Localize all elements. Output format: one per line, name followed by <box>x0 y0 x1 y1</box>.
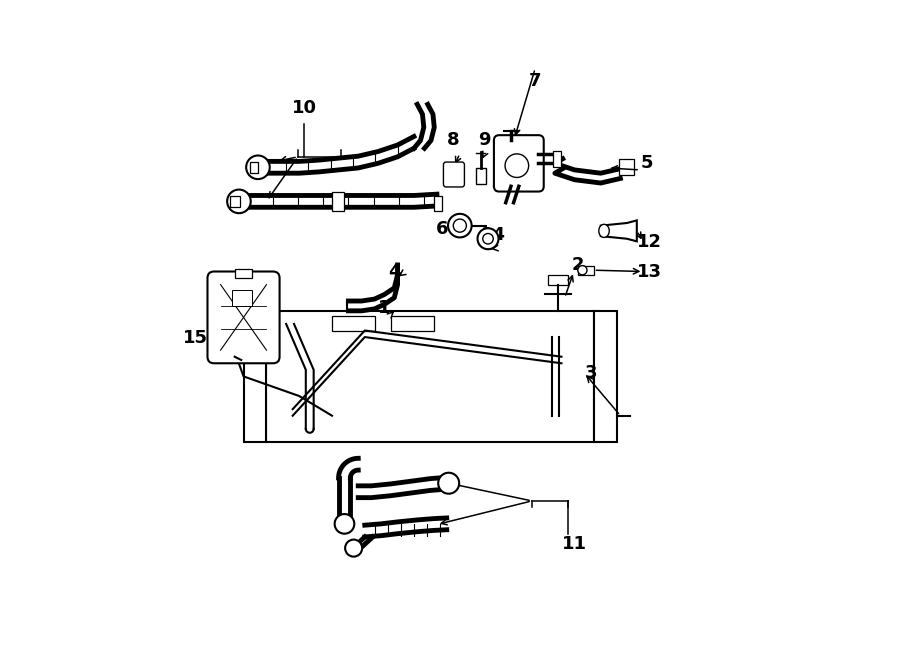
Text: 15: 15 <box>184 329 208 348</box>
Text: 4: 4 <box>388 262 400 280</box>
Bar <box>250 162 258 173</box>
Bar <box>266 311 594 442</box>
Bar <box>235 268 252 278</box>
Bar <box>332 316 374 330</box>
Text: 5: 5 <box>641 155 652 173</box>
Bar <box>475 168 486 184</box>
Text: 9: 9 <box>479 132 491 149</box>
FancyBboxPatch shape <box>208 272 280 364</box>
Bar <box>435 196 442 211</box>
Text: 6: 6 <box>436 220 448 238</box>
Bar <box>578 266 593 275</box>
Bar <box>231 290 252 305</box>
Text: 1: 1 <box>378 299 391 317</box>
Text: 7: 7 <box>529 73 542 91</box>
Circle shape <box>438 473 459 494</box>
Circle shape <box>247 155 270 179</box>
Text: 11: 11 <box>562 535 587 553</box>
Text: 3: 3 <box>585 364 598 382</box>
Polygon shape <box>601 220 637 241</box>
FancyBboxPatch shape <box>444 162 464 187</box>
Circle shape <box>454 219 466 232</box>
Bar <box>553 151 561 167</box>
Text: 14: 14 <box>482 227 507 245</box>
Circle shape <box>505 154 528 177</box>
Circle shape <box>448 214 472 237</box>
FancyBboxPatch shape <box>494 136 544 192</box>
Circle shape <box>482 233 493 244</box>
Bar <box>332 192 344 212</box>
Text: 10: 10 <box>292 98 317 116</box>
Text: 8: 8 <box>447 132 460 149</box>
Bar <box>548 275 568 285</box>
Circle shape <box>335 514 355 533</box>
Text: 2: 2 <box>572 256 584 274</box>
Bar <box>391 316 434 330</box>
Text: 13: 13 <box>637 262 662 280</box>
Bar <box>230 196 239 207</box>
Bar <box>594 311 617 442</box>
Circle shape <box>478 228 499 249</box>
Circle shape <box>578 266 587 275</box>
Circle shape <box>227 190 251 214</box>
Ellipse shape <box>598 224 609 237</box>
Bar <box>244 311 266 442</box>
Text: 12: 12 <box>637 233 662 251</box>
Circle shape <box>345 539 362 557</box>
Bar <box>619 159 634 175</box>
